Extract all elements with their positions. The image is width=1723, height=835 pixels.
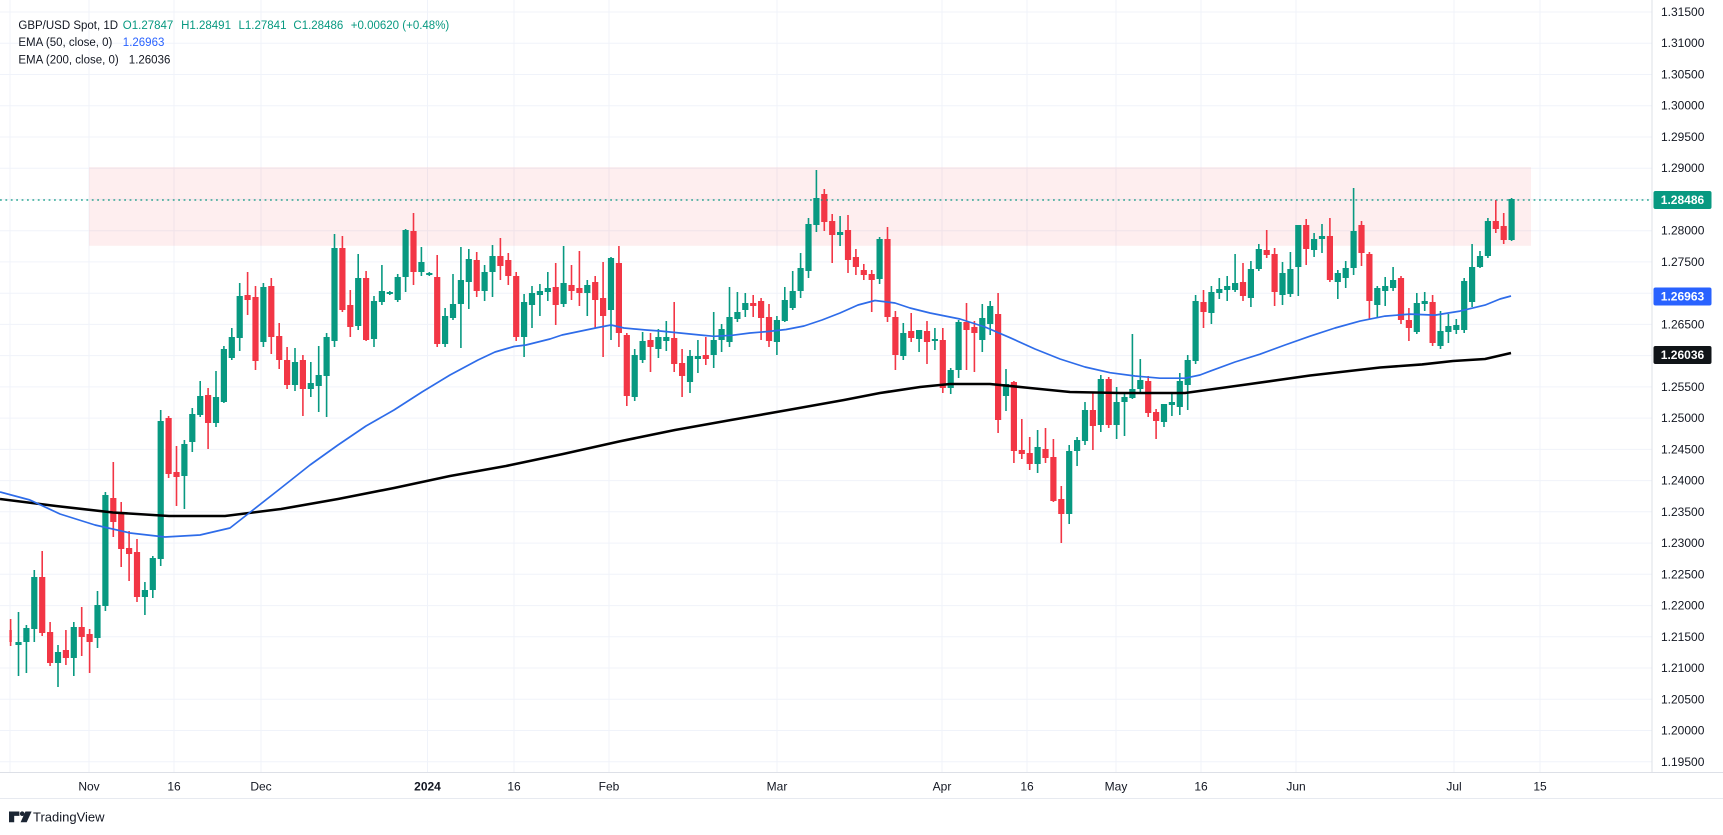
svg-text:TradingView: TradingView [33,810,105,825]
svg-text:Feb: Feb [599,780,620,794]
svg-text:1.25500: 1.25500 [1661,380,1705,394]
svg-text:1.26500: 1.26500 [1661,317,1705,331]
svg-text:1.24500: 1.24500 [1661,442,1705,456]
svg-text:15: 15 [1533,780,1547,794]
svg-text:1.26036: 1.26036 [129,55,171,67]
svg-text:2024: 2024 [414,780,441,794]
svg-text:16: 16 [1194,780,1208,794]
svg-text:1.23000: 1.23000 [1661,536,1705,550]
svg-text:1.26036: 1.26036 [1661,348,1705,362]
svg-text:1.21000: 1.21000 [1661,661,1705,675]
svg-text:May: May [1105,780,1128,794]
svg-text:EMA (200, close, 0): EMA (200, close, 0) [18,55,119,67]
svg-text:C1.28486: C1.28486 [293,20,343,32]
svg-text:1.29000: 1.29000 [1661,161,1705,175]
svg-text:Dec: Dec [250,780,271,794]
svg-text:1.23500: 1.23500 [1661,505,1705,519]
svg-text:1.25000: 1.25000 [1661,411,1705,425]
svg-text:L1.27841: L1.27841 [239,20,287,32]
svg-text:Apr: Apr [933,780,952,794]
svg-text:1.31000: 1.31000 [1661,36,1705,50]
svg-text:1.19500: 1.19500 [1661,755,1705,769]
svg-text:Jun: Jun [1286,780,1305,794]
svg-text:1.21500: 1.21500 [1661,630,1705,644]
svg-text:1.31500: 1.31500 [1661,5,1705,19]
svg-text:1.30500: 1.30500 [1661,68,1705,82]
svg-text:O1.27847: O1.27847 [123,20,174,32]
svg-text:1.30000: 1.30000 [1661,99,1705,113]
svg-text:+0.00620 (+0.48%): +0.00620 (+0.48%) [351,20,450,32]
svg-text:EMA (50, close, 0): EMA (50, close, 0) [18,37,112,49]
svg-text:1.26963: 1.26963 [1661,290,1705,304]
svg-text:1.29500: 1.29500 [1661,130,1705,144]
svg-text:16: 16 [167,780,181,794]
svg-text:Mar: Mar [767,780,788,794]
svg-text:Nov: Nov [78,780,99,794]
svg-text:H1.28491: H1.28491 [181,20,231,32]
svg-text:1.20500: 1.20500 [1661,692,1705,706]
svg-text:16: 16 [507,780,521,794]
svg-text:1.24000: 1.24000 [1661,474,1705,488]
svg-text:1.26963: 1.26963 [123,37,165,49]
svg-text:1.27500: 1.27500 [1661,255,1705,269]
svg-text:1.28000: 1.28000 [1661,224,1705,238]
svg-text:1.20000: 1.20000 [1661,724,1705,738]
svg-text:16: 16 [1020,780,1034,794]
svg-text:1.28486: 1.28486 [1661,193,1705,207]
svg-text:Jul: Jul [1446,780,1461,794]
svg-text:1.22000: 1.22000 [1661,599,1705,613]
svg-text:GBP/USD Spot, 1D: GBP/USD Spot, 1D [18,20,118,32]
svg-text:1.22500: 1.22500 [1661,567,1705,581]
